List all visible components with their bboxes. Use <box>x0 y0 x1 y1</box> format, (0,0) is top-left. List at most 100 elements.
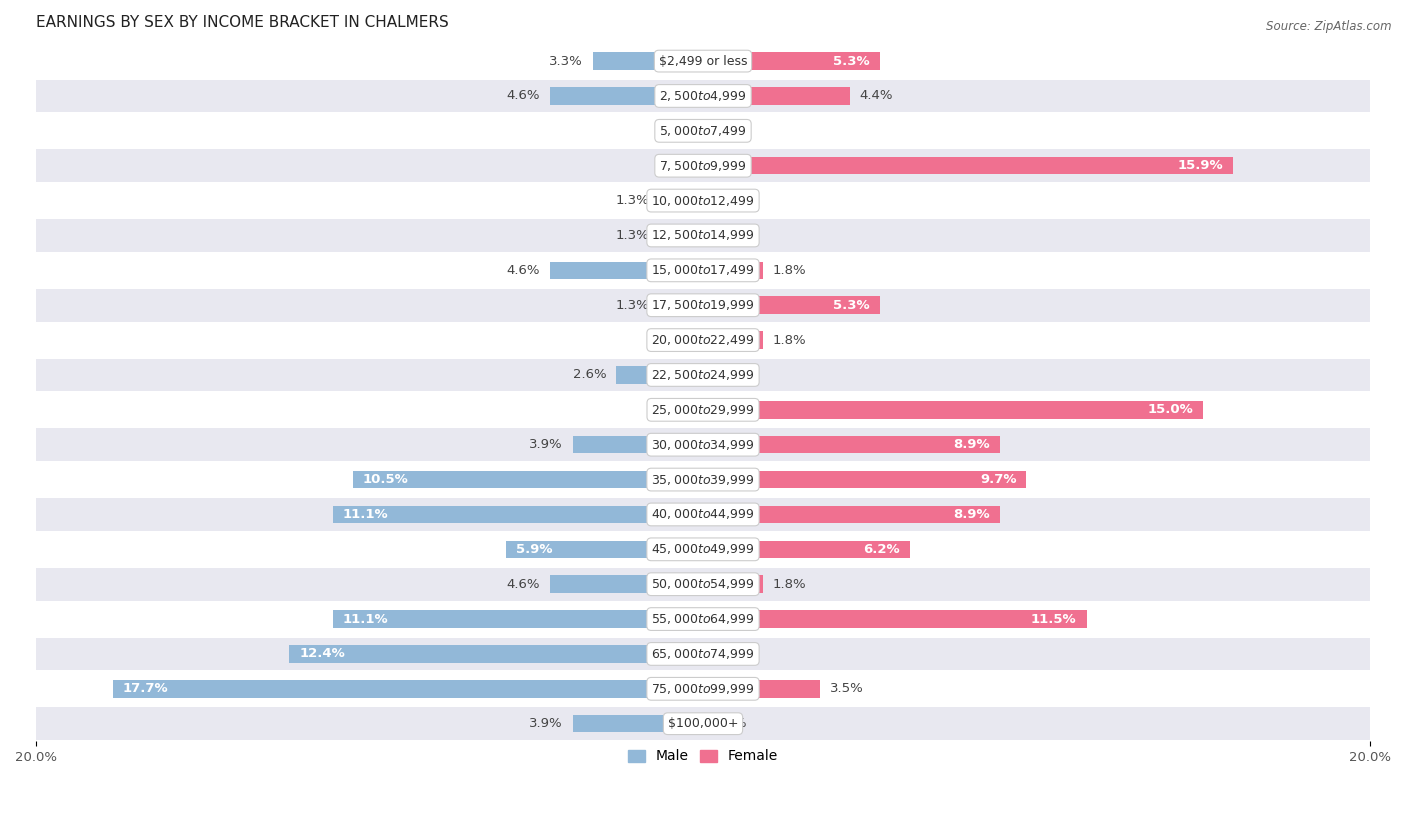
Bar <box>333 506 703 524</box>
Bar <box>290 646 703 663</box>
Bar <box>37 497 1369 532</box>
Bar <box>703 332 763 349</box>
Bar <box>593 52 703 70</box>
Text: $15,000 to $17,499: $15,000 to $17,499 <box>651 263 755 277</box>
Text: 3.9%: 3.9% <box>529 438 562 451</box>
Bar <box>703 297 880 314</box>
Text: 4.4%: 4.4% <box>859 89 893 102</box>
Bar <box>572 715 703 733</box>
Bar <box>659 297 703 314</box>
Text: 1.3%: 1.3% <box>616 229 650 242</box>
Text: 3.9%: 3.9% <box>529 717 562 730</box>
Text: 1.3%: 1.3% <box>616 194 650 207</box>
Text: $12,500 to $14,999: $12,500 to $14,999 <box>651 228 755 242</box>
Text: 9.7%: 9.7% <box>980 473 1017 486</box>
Bar <box>703 52 880 70</box>
Bar <box>333 611 703 628</box>
Text: $20,000 to $22,499: $20,000 to $22,499 <box>651 333 755 347</box>
Bar <box>37 183 1369 218</box>
Text: 5.3%: 5.3% <box>834 298 870 311</box>
Text: 8.9%: 8.9% <box>953 438 990 451</box>
Bar <box>659 192 703 209</box>
Bar <box>37 393 1369 428</box>
Bar <box>37 532 1369 567</box>
Text: 0.0%: 0.0% <box>713 647 747 660</box>
Text: 11.5%: 11.5% <box>1031 612 1077 625</box>
Bar <box>37 567 1369 602</box>
Bar <box>37 672 1369 706</box>
Text: 0.0%: 0.0% <box>713 717 747 730</box>
Text: 0.0%: 0.0% <box>713 229 747 242</box>
Text: 1.3%: 1.3% <box>616 298 650 311</box>
Text: EARNINGS BY SEX BY INCOME BRACKET IN CHALMERS: EARNINGS BY SEX BY INCOME BRACKET IN CHA… <box>37 15 449 30</box>
Bar <box>703 576 763 593</box>
Text: $2,499 or less: $2,499 or less <box>659 54 747 67</box>
Bar <box>550 87 703 105</box>
Text: 3.5%: 3.5% <box>830 682 863 695</box>
Bar <box>37 79 1369 113</box>
Bar <box>37 148 1369 183</box>
Text: $17,500 to $19,999: $17,500 to $19,999 <box>651 298 755 312</box>
Text: $65,000 to $74,999: $65,000 to $74,999 <box>651 647 755 661</box>
Text: $10,000 to $12,499: $10,000 to $12,499 <box>651 193 755 207</box>
Text: 4.6%: 4.6% <box>506 264 540 277</box>
Text: $50,000 to $54,999: $50,000 to $54,999 <box>651 577 755 591</box>
Bar <box>703 262 763 279</box>
Bar <box>659 227 703 244</box>
Bar <box>37 428 1369 462</box>
Bar <box>37 358 1369 393</box>
Text: $30,000 to $34,999: $30,000 to $34,999 <box>651 437 755 452</box>
Text: 1.8%: 1.8% <box>773 333 807 346</box>
Bar <box>703 680 820 698</box>
Text: $25,000 to $29,999: $25,000 to $29,999 <box>651 402 755 417</box>
Text: $7,500 to $9,999: $7,500 to $9,999 <box>659 159 747 172</box>
Text: 4.6%: 4.6% <box>506 578 540 591</box>
Bar <box>37 602 1369 637</box>
Bar <box>37 637 1369 672</box>
Text: 10.5%: 10.5% <box>363 473 409 486</box>
Legend: Male, Female: Male, Female <box>623 744 783 769</box>
Bar <box>703 157 1233 175</box>
Text: 15.0%: 15.0% <box>1147 403 1194 416</box>
Bar <box>37 44 1369 79</box>
Text: $55,000 to $64,999: $55,000 to $64,999 <box>651 612 755 626</box>
Text: 0.0%: 0.0% <box>713 124 747 137</box>
Text: 1.8%: 1.8% <box>773 578 807 591</box>
Text: 15.9%: 15.9% <box>1178 159 1223 172</box>
Text: 0.0%: 0.0% <box>659 159 693 172</box>
Bar <box>703 506 1000 524</box>
Bar <box>703 401 1204 419</box>
Text: 12.4%: 12.4% <box>299 647 346 660</box>
Bar <box>37 253 1369 288</box>
Text: 17.7%: 17.7% <box>122 682 169 695</box>
Text: $75,000 to $99,999: $75,000 to $99,999 <box>651 682 755 696</box>
Text: $35,000 to $39,999: $35,000 to $39,999 <box>651 472 755 486</box>
Text: 5.3%: 5.3% <box>834 54 870 67</box>
Text: $40,000 to $44,999: $40,000 to $44,999 <box>651 507 755 521</box>
Text: $22,500 to $24,999: $22,500 to $24,999 <box>651 368 755 382</box>
Bar <box>703 471 1026 489</box>
Text: 5.9%: 5.9% <box>516 543 553 556</box>
Bar <box>703 436 1000 454</box>
Text: 0.0%: 0.0% <box>713 368 747 381</box>
Text: 6.2%: 6.2% <box>863 543 900 556</box>
Bar <box>572 436 703 454</box>
Bar <box>550 262 703 279</box>
Text: 0.0%: 0.0% <box>659 124 693 137</box>
Bar <box>703 541 910 558</box>
Bar <box>112 680 703 698</box>
Bar <box>703 611 1087 628</box>
Bar <box>37 462 1369 497</box>
Text: 3.3%: 3.3% <box>550 54 583 67</box>
Text: 0.0%: 0.0% <box>713 194 747 207</box>
Bar <box>37 706 1369 741</box>
Text: 1.8%: 1.8% <box>773 264 807 277</box>
Bar <box>616 366 703 384</box>
Bar <box>353 471 703 489</box>
Text: $5,000 to $7,499: $5,000 to $7,499 <box>659 124 747 138</box>
Bar <box>37 218 1369 253</box>
Bar <box>703 87 849 105</box>
Text: Source: ZipAtlas.com: Source: ZipAtlas.com <box>1267 20 1392 33</box>
Text: 2.6%: 2.6% <box>572 368 606 381</box>
Text: $100,000+: $100,000+ <box>668 717 738 730</box>
